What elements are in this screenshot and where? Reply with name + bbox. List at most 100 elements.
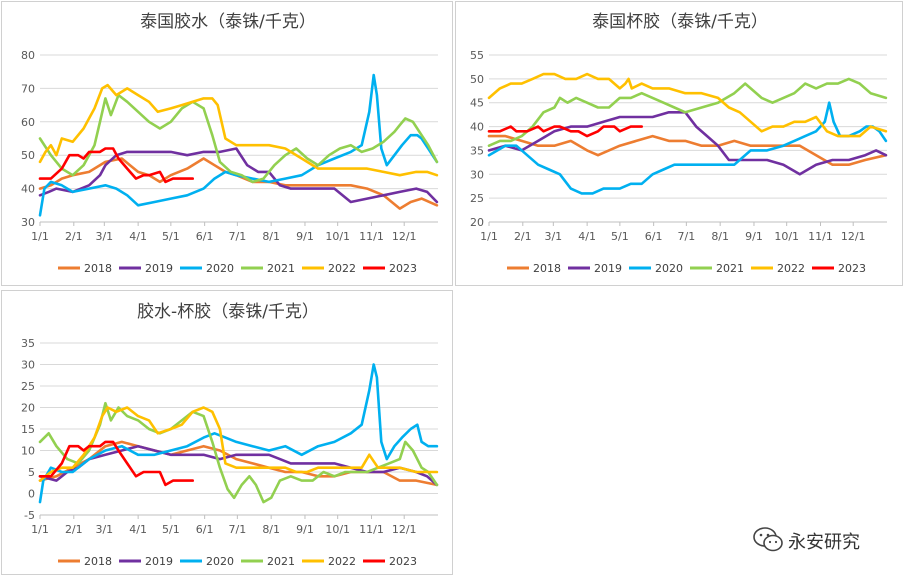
- x-tick-label: 2/1: [65, 230, 83, 243]
- watermark-text: 永安研究: [788, 532, 860, 553]
- x-tick-label: 5/1: [162, 523, 180, 536]
- x-tick-label: 11/1: [359, 523, 384, 536]
- chart-cup-lump-price: 泰国杯胶（泰铢/千克） 20 25 30 35 40 45 50 55 1/1 2/1 3/1 4/1 5…: [470, 12, 888, 275]
- x-tick-label: 7/1: [678, 230, 696, 243]
- chart-panel-latex: 泰国胶水（泰铢/千克） 30 40 50 60 70 80 1/1 2/1 3/1 4/1 5/1 6/…: [1, 1, 453, 286]
- series-line-2023: [38, 147, 194, 184]
- x-tick-label: 2/1: [65, 523, 83, 536]
- series-line-2021: [38, 401, 439, 504]
- x-tick-label: 8/1: [262, 230, 280, 243]
- y-tick-label: 60: [21, 116, 35, 129]
- y-tick-label: 25: [21, 380, 35, 393]
- legend-label-2023: 2023: [838, 262, 866, 275]
- y-tick-label: 5: [28, 466, 35, 479]
- y-tick-label: 40: [21, 183, 35, 196]
- legend-label-2019: 2019: [145, 555, 173, 568]
- x-tick-label: 12/1: [392, 230, 417, 243]
- series-line-2022: [487, 72, 888, 138]
- chart-title: 泰国杯胶（泰铢/千克）: [592, 12, 768, 32]
- series-line-2021: [487, 77, 888, 147]
- series-line-2022: [38, 83, 439, 177]
- x-tick-label: 4/1: [578, 230, 596, 243]
- legend-label-2022: 2022: [777, 262, 805, 275]
- y-tick-label: 30: [470, 168, 484, 181]
- x-tick-label: 9/1: [296, 523, 314, 536]
- x-tick-label: 12/1: [841, 230, 866, 243]
- legend-label-2022: 2022: [328, 555, 356, 568]
- x-tick-label: 9/1: [745, 230, 763, 243]
- series-line-2018: [38, 157, 439, 210]
- x-tick-label: 10/1: [325, 230, 350, 243]
- series-line-2023: [487, 125, 643, 138]
- chart-latex-price: 泰国胶水（泰铢/千克） 30 40 50 60 70 80 1/1 2/1 3/1 4/1 5/1 6/…: [21, 12, 439, 275]
- x-tick-label: 6/1: [196, 230, 214, 243]
- series-line-2020: [38, 73, 439, 217]
- series-line-2018: [38, 440, 439, 487]
- y-tick-label: 20: [470, 216, 484, 229]
- x-tick-label: 11/1: [359, 230, 384, 243]
- chart-panel-cup-lump: 泰国杯胶（泰铢/千克） 20 25 30 35 40 45 50 55 1/1 2/1 3/1 4/1 5…: [455, 1, 903, 286]
- legend-label-2021: 2021: [716, 262, 744, 275]
- legend-label-2021: 2021: [267, 262, 295, 275]
- y-tick-label: 25: [470, 192, 484, 205]
- series-line-2022: [38, 406, 439, 482]
- y-tick-label: 35: [21, 337, 35, 350]
- legend-label-2022: 2022: [328, 262, 356, 275]
- series-line-2023: [38, 440, 194, 487]
- series-line-2021: [38, 93, 439, 184]
- x-tick-label: 4/1: [129, 523, 147, 536]
- y-tick-label: 15: [21, 423, 35, 436]
- chart-title: 胶水-杯胶（泰铢/千克）: [137, 302, 319, 322]
- x-tick-label: 10/1: [325, 523, 350, 536]
- x-tick-label: 12/1: [392, 523, 417, 536]
- x-tick-label: 11/1: [808, 230, 833, 243]
- legend-label-2018: 2018: [84, 262, 112, 275]
- x-tick-label: 10/1: [774, 230, 799, 243]
- y-tick-label: 30: [21, 216, 35, 229]
- y-tick-label: 30: [21, 359, 35, 372]
- series-line-2019: [38, 444, 439, 487]
- legend-label-2023: 2023: [389, 555, 417, 568]
- legend-label-2019: 2019: [594, 262, 622, 275]
- y-tick-label: 50: [21, 149, 35, 162]
- x-tick-label: 9/1: [296, 230, 314, 243]
- x-tick-label: 2/1: [514, 230, 532, 243]
- y-tick-label: 45: [470, 97, 484, 110]
- series-line-2018: [487, 134, 888, 166]
- x-tick-label: 1/1: [31, 523, 49, 536]
- chart-latex-cup-spread: 胶水-杯胶（泰铢/千克） -5 0 5 10 15 20 25 30 35 1/1 2/1 3/1 4/1…: [21, 302, 439, 568]
- y-tick-label: 50: [470, 73, 484, 86]
- legend-label-2018: 2018: [84, 555, 112, 568]
- x-tick-label: 4/1: [129, 230, 147, 243]
- x-tick-label: 5/1: [162, 230, 180, 243]
- legend-label-2020: 2020: [655, 262, 683, 275]
- y-tick-label: -5: [24, 509, 35, 522]
- chart-title: 泰国胶水（泰铢/千克）: [140, 12, 316, 32]
- y-tick-label: 35: [470, 144, 484, 157]
- legend-label-2018: 2018: [533, 262, 561, 275]
- legend-label-2020: 2020: [206, 555, 234, 568]
- x-tick-label: 3/1: [95, 523, 113, 536]
- x-tick-label: 7/1: [229, 523, 247, 536]
- x-tick-label: 6/1: [645, 230, 663, 243]
- x-tick-label: 7/1: [229, 230, 247, 243]
- x-tick-label: 8/1: [711, 230, 729, 243]
- x-tick-label: 3/1: [544, 230, 562, 243]
- legend-label-2019: 2019: [145, 262, 173, 275]
- watermark: 永安研究: [752, 524, 892, 554]
- y-tick-label: 80: [21, 49, 35, 62]
- legend-label-2023: 2023: [389, 262, 417, 275]
- y-tick-label: 10: [21, 445, 35, 458]
- x-tick-label: 8/1: [262, 523, 280, 536]
- chart-panel-spread: 胶水-杯胶（泰铢/千克） -5 0 5 10 15 20 25 30 35 1/1 2/1 3/1 4/1…: [1, 290, 453, 575]
- y-tick-label: 20: [21, 402, 35, 415]
- x-tick-label: 3/1: [95, 230, 113, 243]
- x-tick-label: 1/1: [31, 230, 49, 243]
- legend-label-2021: 2021: [267, 555, 295, 568]
- x-tick-label: 1/1: [480, 230, 498, 243]
- x-tick-label: 5/1: [611, 230, 629, 243]
- wechat-icon: [753, 527, 783, 552]
- y-tick-label: 40: [470, 121, 484, 134]
- y-tick-label: 70: [21, 82, 35, 95]
- series-line-2020: [38, 363, 439, 504]
